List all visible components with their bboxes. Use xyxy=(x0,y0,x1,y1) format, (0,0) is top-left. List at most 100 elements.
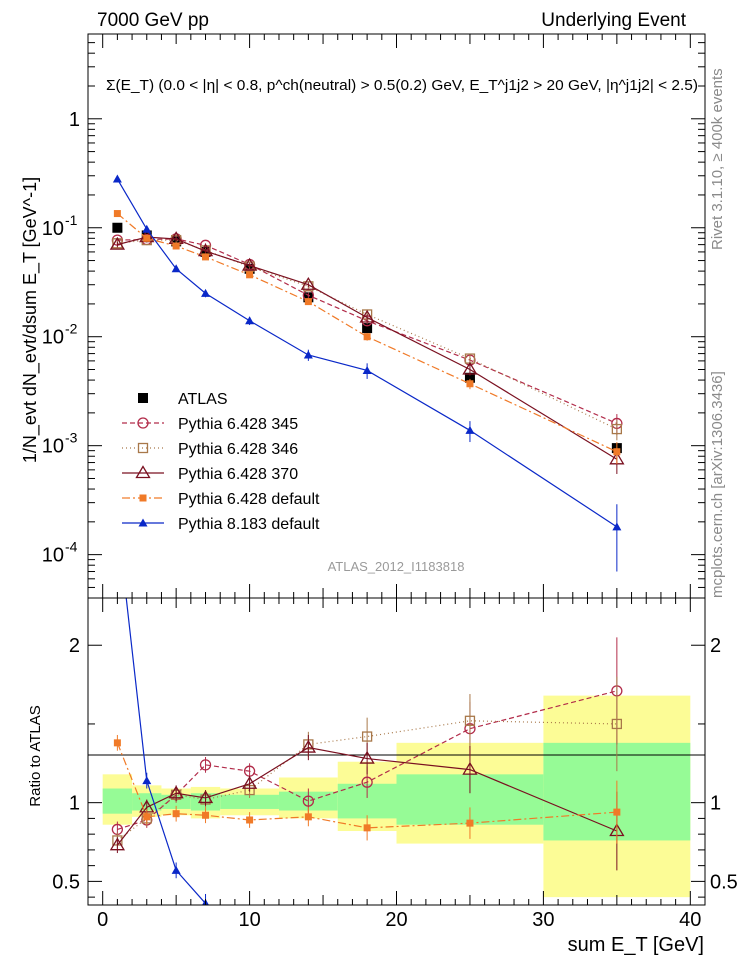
ratio-point-pdef-6 xyxy=(363,824,371,832)
main-y-tick-exponent: -2 xyxy=(65,321,78,337)
main-point-p8-4 xyxy=(245,316,255,325)
legend-marker-p345 xyxy=(137,417,149,429)
x-tick-label: 10 xyxy=(238,909,260,931)
ratio-point-p346-7 xyxy=(464,715,476,726)
x-axis-label: sum E_T [GeV] xyxy=(568,934,704,956)
main-plot-frame xyxy=(87,33,706,599)
ratio-point-p370-5 xyxy=(300,739,316,753)
legend-entry-p8: Pythia 8.183 default xyxy=(122,516,320,533)
ratio-point-pdef-2 xyxy=(172,810,180,818)
legend-marker-data xyxy=(138,393,148,403)
ratio-series-pdef xyxy=(113,734,621,844)
ratio-point-pdef-0 xyxy=(113,739,121,747)
ratio-point-p346-6 xyxy=(361,731,373,742)
ratio-point-p345-5 xyxy=(302,795,315,807)
main-point-pdef-0 xyxy=(113,210,121,218)
main-y-tick-label: 10 xyxy=(42,545,64,567)
main-point-pdef-1 xyxy=(143,234,151,242)
main-point-pdef-7 xyxy=(466,380,474,388)
main-point-data-6 xyxy=(362,323,373,334)
ratio-point-pdef-5 xyxy=(304,813,312,821)
main-point-pdef-8 xyxy=(613,448,621,456)
legend-label-p370: Pythia 6.428 370 xyxy=(178,466,298,483)
ratio-point-p370-0 xyxy=(109,837,126,851)
main-point-p8-2 xyxy=(171,264,181,273)
legend-marker-pdef xyxy=(139,494,147,502)
ratio-point-pdef-3 xyxy=(202,811,210,819)
main-point-p370-5 xyxy=(300,276,316,290)
legend: ATLAS Pythia 6.428 345 Pythia 6.428 346 Pyt… xyxy=(122,391,320,533)
y-axis-label-ratio: Ratio to ATLAS xyxy=(27,705,44,806)
x-tick-label: 40 xyxy=(679,909,701,931)
main-point-pdef-2 xyxy=(172,242,180,250)
header-right: Underlying Event xyxy=(541,10,686,31)
ratio-point-p8-1 xyxy=(142,776,152,785)
main-y-tick-exponent: -3 xyxy=(65,430,78,446)
main-y-tick-exponent: -4 xyxy=(65,539,78,555)
main-point-pdef-3 xyxy=(202,253,210,261)
main-point-p8-8 xyxy=(612,522,622,531)
ratio-point-p370-7 xyxy=(462,761,478,775)
y-axis-label-main: 1/N_evt dN_evt/dsum E_T [GeV^-1] xyxy=(20,177,41,463)
main-point-p8-0 xyxy=(112,174,122,183)
legend-label-p346: Pythia 6.428 346 xyxy=(178,441,298,458)
ratio-point-p8-2 xyxy=(171,865,181,874)
ratio-point-pdef-4 xyxy=(246,816,254,824)
ratio-point-pdef-7 xyxy=(466,819,474,827)
side-label-bottom: mcplots.cern.ch [arXiv:1306.3436] xyxy=(709,371,726,598)
ratio-band-inner-0 xyxy=(102,788,133,814)
subtitle: Σ(E_T) (0.0 < |η| < 0.8, p^ch(neutral) >… xyxy=(106,77,698,94)
main-series-pdef xyxy=(113,210,621,464)
ratio-line-p346 xyxy=(117,720,617,841)
x-tick-label: 30 xyxy=(532,909,554,931)
legend-entry-data: ATLAS xyxy=(138,391,228,408)
ratio-point-pdef-1 xyxy=(143,813,151,821)
legend-label-p8: Pythia 8.183 default xyxy=(178,516,320,533)
ratio-point-p8-0 xyxy=(113,515,122,523)
main-point-p8-3 xyxy=(201,288,211,297)
main-y-tick-label: 1 xyxy=(69,109,80,131)
main-point-p370-7 xyxy=(462,361,478,375)
main-point-p370-4 xyxy=(241,257,258,271)
main-point-data-7 xyxy=(464,372,475,383)
main-series-p370 xyxy=(109,229,625,474)
ratio-y-tick-label-left: 1 xyxy=(69,793,80,815)
legend-entry-p370: Pythia 6.428 370 xyxy=(122,465,298,483)
legend-label-data: ATLAS xyxy=(178,391,228,408)
ratio-point-p370-3 xyxy=(197,790,214,804)
main-point-pdef-5 xyxy=(304,298,312,306)
main-point-p370-6 xyxy=(359,309,375,323)
ratio-y-tick-label-right: 2 xyxy=(710,635,721,657)
main-y-tick-exponent: -1 xyxy=(65,212,78,228)
header-left: 7000 GeV pp xyxy=(97,10,209,31)
legend-label-p345: Pythia 6.428 345 xyxy=(178,416,298,433)
x-tick-label: 0 xyxy=(97,909,108,931)
ratio-series-p370 xyxy=(109,734,625,871)
main-point-p8-7 xyxy=(465,425,475,434)
main-point-p8-5 xyxy=(303,350,313,359)
main-y-tick-label: 10 xyxy=(42,218,64,240)
ratio-point-p370-4 xyxy=(241,775,258,789)
ratio-band-inner-4 xyxy=(220,794,279,809)
legend-entry-pdef: Pythia 6.428 default xyxy=(122,491,320,508)
ratio-point-p370-2 xyxy=(168,785,184,799)
legend-entry-p346: Pythia 6.428 346 xyxy=(122,441,298,458)
main-point-p8-1 xyxy=(142,224,152,233)
main-point-p346-8 xyxy=(611,423,623,435)
ratio-point-pdef-8 xyxy=(613,808,621,816)
ratio-y-tick-label-right: 1 xyxy=(710,793,721,815)
ratio-point-p370-6 xyxy=(359,750,375,764)
legend-entry-p345: Pythia 6.428 345 xyxy=(122,416,298,433)
ratio-point-p345-6 xyxy=(361,776,373,788)
ratio-y-tick-label-left: 2 xyxy=(69,635,80,657)
main-point-data-0 xyxy=(112,222,123,233)
legend-marker-p8 xyxy=(138,518,148,527)
main-y-tick-label: 10 xyxy=(42,327,64,349)
main-point-p8-6 xyxy=(362,365,372,374)
main-point-pdef-6 xyxy=(363,333,371,341)
legend-label-pdef: Pythia 6.428 default xyxy=(178,491,320,508)
legend-marker-p346 xyxy=(137,442,149,454)
main-point-pdef-4 xyxy=(246,271,254,279)
ratio-point-p345-3 xyxy=(199,759,212,771)
